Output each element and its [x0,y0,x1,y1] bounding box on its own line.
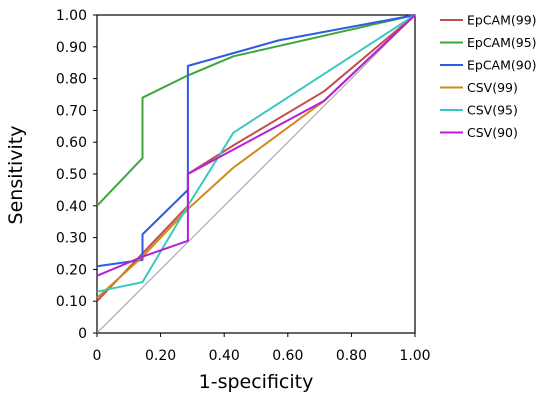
y-tick-label: 0.50 [56,167,87,183]
y-tick-label: 0.70 [56,103,87,119]
x-tick-label: 0.80 [336,348,367,364]
x-tick-label: 0 [93,348,102,364]
legend-entry: CSV(95) [467,103,518,118]
legend-entry: EpCAM(95) [467,35,537,50]
y-tick-label: 1.00 [56,8,87,24]
series-layer [96,14,416,302]
y-tick-label: 0.20 [56,262,87,278]
x-tick-label: 1.00 [399,348,430,364]
legend: EpCAM(99) EpCAM(95) EpCAM(90) CSV(99) CSV(95… [440,13,537,140]
series-line-0 [96,14,416,302]
legend-entry: CSV(99) [467,80,518,95]
x-axis-label: 1-specificity [199,371,314,393]
legend-entry: CSV(90) [467,125,518,140]
y-tick-label: 0.40 [56,199,87,215]
series-line-2 [96,14,416,268]
y-tick-label: 0.60 [56,135,87,151]
series-line-1 [96,14,416,207]
y-tick-label: 0 [78,326,87,342]
y-axis-ticks: 0 0.10 0.20 0.30 0.40 0.50 0.60 0.70 0.80 0.90 1.0… [56,8,97,342]
y-tick-label: 0.80 [56,72,87,88]
chance-line [96,14,416,334]
series-line-5 [96,14,416,277]
x-tick-label: 0.60 [272,348,303,364]
y-tick-label: 0.10 [56,294,87,310]
legend-entry: EpCAM(90) [467,58,537,73]
y-axis-label: Sensitivity [5,126,27,225]
x-tick-label: 0.40 [209,348,240,364]
reference-diagonal [96,14,416,334]
y-tick-label: 0.30 [56,231,87,247]
y-tick-label: 0.90 [56,40,87,56]
x-tick-label: 0.20 [145,348,176,364]
x-axis-ticks: 0 0.20 0.40 0.60 0.80 1.00 [93,333,431,364]
legend-entry: EpCAM(99) [467,13,537,28]
